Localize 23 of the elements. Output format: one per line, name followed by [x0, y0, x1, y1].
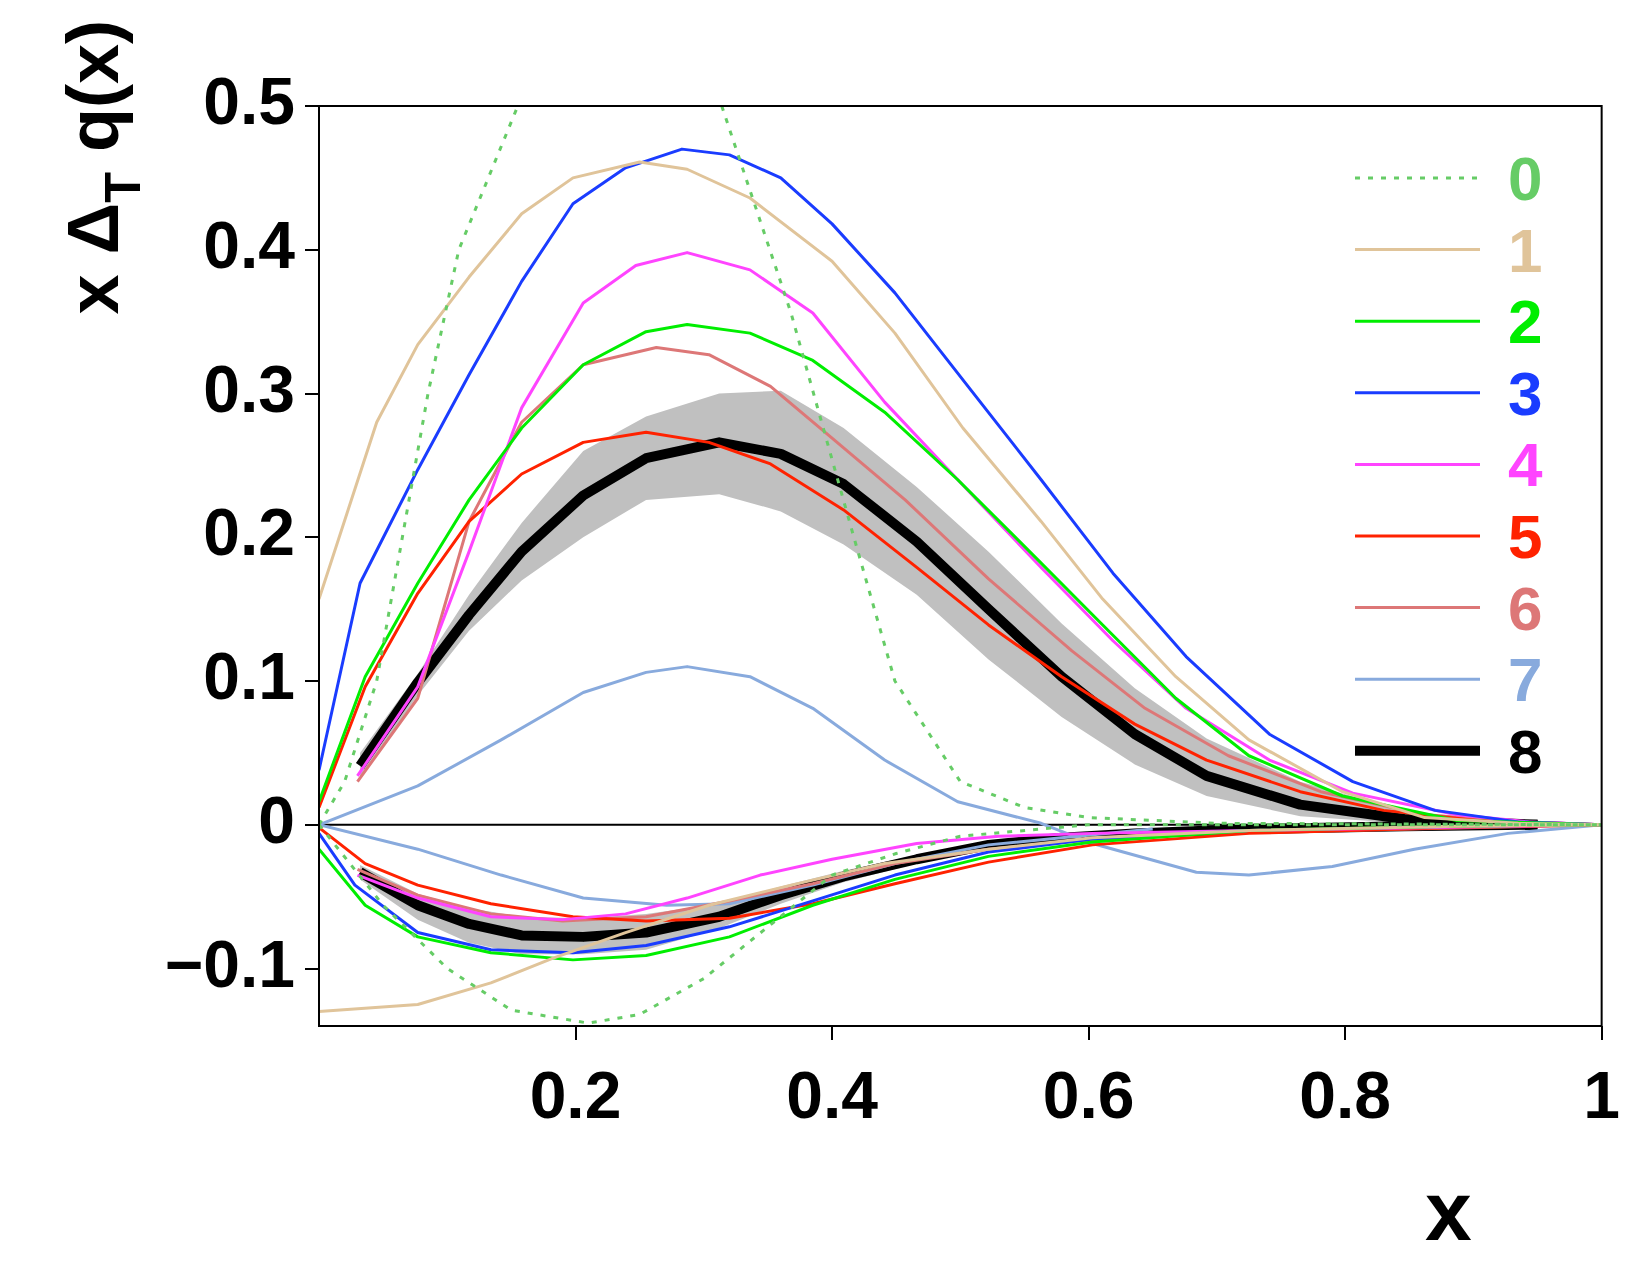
y-axis-title: x ΔT q(x)	[53, 20, 151, 315]
y-tick-label: 0	[258, 782, 295, 857]
legend-label: 2	[1508, 287, 1543, 357]
y-tick-label: 0.3	[203, 351, 295, 426]
x-tick-label: 0.6	[1042, 1057, 1135, 1132]
x-tick-label: 0.8	[1299, 1057, 1391, 1132]
y-tick-label: 0.2	[203, 495, 295, 570]
legend-label: 7	[1508, 645, 1543, 715]
x-tick-label: 0.2	[529, 1057, 622, 1132]
y-tick-label: 0.4	[203, 207, 296, 282]
legend-label: 5	[1508, 502, 1543, 571]
legend-label: 6	[1508, 573, 1543, 643]
y-tick-label: −0.1	[164, 926, 295, 1001]
x-tick-label: 0.4	[786, 1057, 879, 1132]
legend-label: 8	[1508, 716, 1543, 786]
legend-label: 4	[1508, 430, 1543, 500]
legend-label: 0	[1508, 144, 1543, 213]
legend-label: 3	[1508, 358, 1543, 428]
legend-label: 1	[1508, 215, 1543, 285]
x-tick-label: 1	[1583, 1057, 1621, 1132]
y-tick-label: 0.5	[203, 64, 295, 139]
y-tick-label: 0.1	[203, 639, 295, 714]
x-axis-title: x	[1424, 1164, 1472, 1258]
